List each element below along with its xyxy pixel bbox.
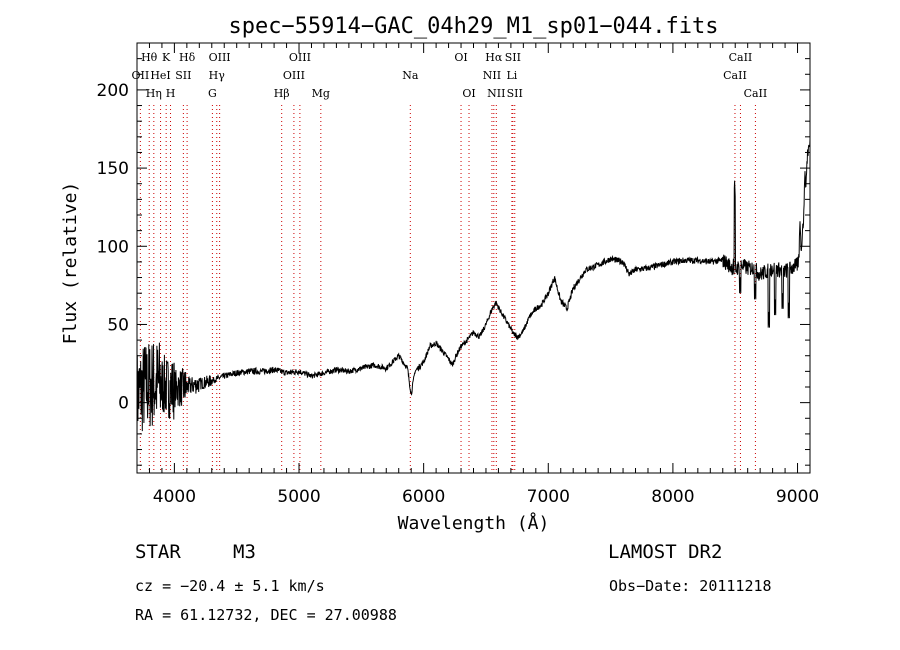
survey-label: LAMOST DR2 xyxy=(608,541,723,563)
line-label-6: Hδ xyxy=(179,51,196,64)
y-axis-label: Flux (relative) xyxy=(60,182,81,345)
line-label-20: NII xyxy=(483,69,501,82)
line-label-17: OI xyxy=(462,87,475,100)
line-label-8: OIII xyxy=(209,51,231,64)
object-class: STAR xyxy=(135,541,181,563)
x-tick-label-5: 9000 xyxy=(776,487,819,507)
line-label-26: CaII xyxy=(744,87,768,100)
y-tick-label-2: 100 xyxy=(97,237,129,257)
line-label-12: OIII xyxy=(283,69,305,82)
line-label-18: Hα xyxy=(485,51,503,64)
line-label-24: CaII xyxy=(729,51,753,64)
chart-title: spec−55914−GAC_04h29_M1_sp01−044.fits xyxy=(228,14,718,39)
line-label-2: Hη xyxy=(146,87,162,100)
y-tick-label-1: 50 xyxy=(107,315,129,335)
line-label-7: SII xyxy=(175,69,191,82)
y-tick-label-4: 200 xyxy=(97,81,129,101)
coordinates: RA = 61.12732, DEC = 27.00988 xyxy=(135,606,397,624)
obs-date: Obs−Date: 20111218 xyxy=(609,577,772,595)
object-subclass: M3 xyxy=(233,541,256,563)
line-label-16: OI xyxy=(454,51,467,64)
line-label-4: HeI xyxy=(150,69,170,82)
line-label-10: G xyxy=(208,87,217,100)
line-label-14: Mg xyxy=(312,87,330,100)
spectrum-line xyxy=(136,138,811,442)
line-label-23: SII xyxy=(507,87,523,100)
y-tick-label-0: 0 xyxy=(118,394,129,414)
line-label-9: Hγ xyxy=(209,69,226,82)
x-tick-label-1: 5000 xyxy=(277,487,320,507)
x-axis-label: Wavelength (Å) xyxy=(398,512,550,534)
line-label-15: Na xyxy=(402,69,419,82)
line-label-25: CaII xyxy=(723,69,747,82)
line-label-13: Hβ xyxy=(274,87,290,100)
redshift-cz: cz = −20.4 ± 5.1 km/s xyxy=(135,577,325,595)
x-tick-label-4: 8000 xyxy=(651,487,694,507)
line-label-0: Hθ xyxy=(141,51,158,64)
plot-frame xyxy=(136,42,811,474)
line-label-1: OII xyxy=(132,69,150,82)
x-tick-label-3: 7000 xyxy=(527,487,570,507)
line-label-11: OIII xyxy=(289,51,311,64)
x-tick-label-0: 4000 xyxy=(153,487,196,507)
y-tick-label-3: 150 xyxy=(97,159,129,179)
line-label-19: SII xyxy=(505,51,521,64)
line-label-21: Li xyxy=(506,69,517,82)
line-label-22: NII xyxy=(487,87,505,100)
line-label-5: H xyxy=(166,87,176,100)
line-label-3: K xyxy=(162,51,171,64)
x-tick-label-2: 6000 xyxy=(402,487,445,507)
